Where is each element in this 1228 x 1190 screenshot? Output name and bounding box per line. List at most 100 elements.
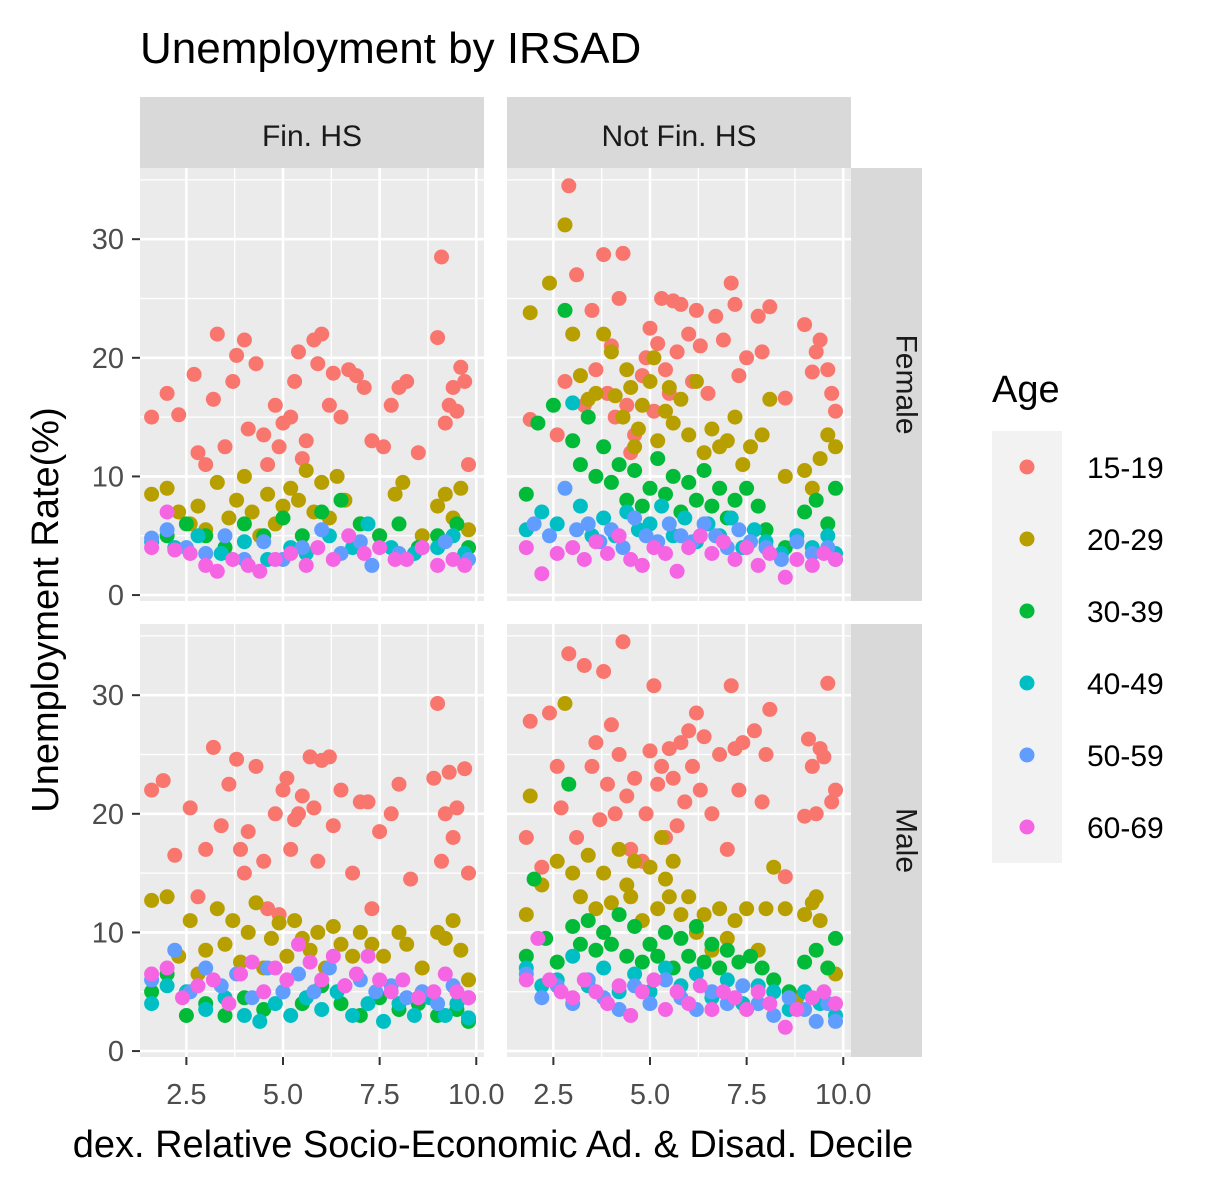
data-point <box>572 368 588 384</box>
data-point <box>596 510 612 526</box>
data-point <box>314 522 330 538</box>
data-point <box>333 409 349 425</box>
data-point <box>430 696 446 711</box>
data-point <box>159 385 175 401</box>
data-point <box>549 758 565 774</box>
data-point <box>665 468 681 484</box>
x-tick-label: 2.5 <box>533 1079 573 1111</box>
data-point <box>549 516 565 532</box>
data-point <box>762 391 778 407</box>
data-point <box>611 747 627 762</box>
y-tick-label: 20 <box>92 343 124 375</box>
facet-strip-2 <box>507 97 851 168</box>
data-point <box>781 990 797 1006</box>
data-point <box>754 794 770 810</box>
data-point <box>461 865 476 881</box>
data-point <box>348 966 364 982</box>
data-point <box>808 492 824 508</box>
data-point <box>665 770 681 786</box>
data-point <box>739 350 755 366</box>
data-point <box>580 409 596 425</box>
data-point <box>518 907 534 923</box>
data-point <box>453 480 469 496</box>
data-point <box>812 332 828 348</box>
data-point <box>704 546 720 561</box>
data-point <box>236 332 252 348</box>
data-point <box>743 948 758 964</box>
data-point <box>739 480 755 496</box>
data-point <box>321 397 337 413</box>
x-tick-label: 7.5 <box>359 1079 399 1111</box>
x-tick-label: 5.0 <box>630 1079 670 1111</box>
data-point <box>542 705 557 721</box>
data-point <box>275 984 291 1000</box>
data-point <box>244 990 260 1006</box>
data-point <box>325 552 341 567</box>
data-point <box>399 552 415 567</box>
data-point <box>461 457 476 473</box>
y-tick-label: 30 <box>92 680 124 712</box>
data-point <box>646 972 662 988</box>
data-point <box>434 853 449 869</box>
data-point <box>256 853 272 869</box>
data-point <box>603 474 619 490</box>
data-point <box>410 445 426 461</box>
data-point <box>808 1013 824 1029</box>
data-point <box>715 984 731 1000</box>
legend-key-50-59 <box>1019 747 1035 763</box>
data-point <box>302 942 318 958</box>
data-point <box>572 889 588 905</box>
data-point <box>167 847 183 863</box>
data-point <box>221 776 237 792</box>
data-point <box>267 996 283 1012</box>
data-point <box>746 723 762 739</box>
data-point <box>611 457 627 473</box>
data-point <box>611 978 627 994</box>
data-point <box>677 510 693 526</box>
data-point <box>673 735 689 751</box>
data-point <box>758 522 774 538</box>
data-point <box>750 557 766 573</box>
data-point <box>190 889 206 905</box>
data-point <box>750 308 766 324</box>
data-point <box>828 480 843 496</box>
data-point <box>654 498 670 514</box>
data-point <box>658 403 673 419</box>
data-point <box>267 806 283 822</box>
data-point <box>754 427 770 443</box>
data-point <box>557 480 573 496</box>
data-point <box>376 948 391 964</box>
data-point <box>441 764 457 780</box>
data-point <box>414 528 430 544</box>
data-point <box>549 427 565 443</box>
data-point <box>302 954 318 970</box>
data-point <box>580 913 596 929</box>
data-point <box>615 245 631 261</box>
data-point <box>522 788 538 804</box>
data-point <box>584 302 600 318</box>
data-point <box>828 930 843 946</box>
data-point <box>824 385 840 401</box>
data-point <box>534 990 550 1006</box>
data-point <box>325 948 341 964</box>
data-point <box>696 516 712 532</box>
y-tick-label: 20 <box>92 799 124 831</box>
data-point <box>576 658 592 673</box>
data-point <box>248 356 264 372</box>
data-point <box>816 984 832 1000</box>
data-point <box>688 705 704 721</box>
data-point <box>144 996 160 1012</box>
data-point <box>457 761 473 777</box>
data-point <box>372 528 388 544</box>
data-point <box>704 421 720 437</box>
data-point <box>557 374 573 389</box>
data-point <box>692 338 708 354</box>
data-point <box>449 996 465 1012</box>
data-point <box>260 901 276 917</box>
data-point <box>808 942 824 958</box>
data-point <box>283 1008 299 1023</box>
data-point <box>669 563 685 579</box>
data-point <box>217 528 233 544</box>
data-point <box>445 830 461 845</box>
legend-key-background <box>992 431 1062 863</box>
